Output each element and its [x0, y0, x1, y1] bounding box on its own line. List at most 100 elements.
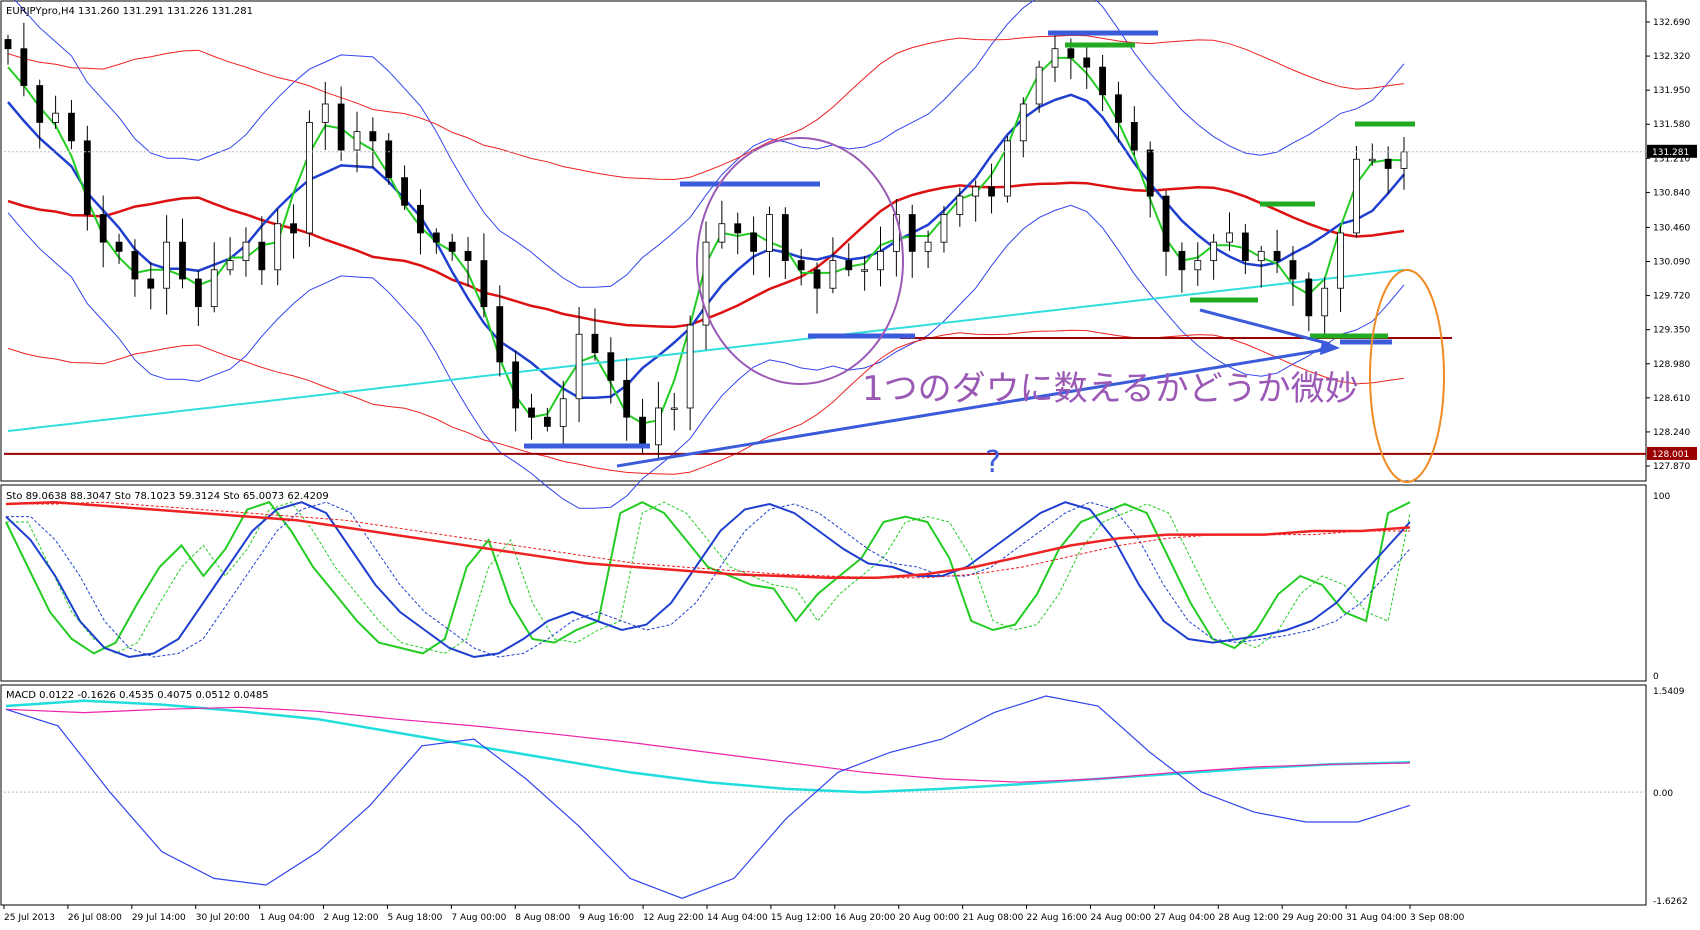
- candle-body: [1035, 66, 1043, 105]
- trend-arrow-line: [616, 346, 1336, 468]
- candle-body: [670, 407, 678, 410]
- ma-very-long-line: [7, 268, 1405, 432]
- candle-body: [1115, 94, 1122, 123]
- current-price-label: 131.281: [1652, 148, 1689, 158]
- candle-body: [480, 260, 488, 308]
- candle-body: [1194, 260, 1202, 271]
- candle-body: [623, 379, 631, 418]
- candle-body: [163, 241, 171, 289]
- annotation-japanese: 1つのダウに数えるかどうか微妙: [862, 369, 1359, 409]
- xtick-label: 21 Aug 08:00: [963, 913, 1024, 923]
- candle-body: [1241, 232, 1249, 261]
- candle-body: [1051, 48, 1059, 68]
- price-ytick-label: 131.950: [1653, 86, 1690, 96]
- highlight-ellipse-purple: [696, 137, 904, 385]
- stoch-series-line: [5, 500, 1411, 580]
- candle-body: [559, 398, 567, 427]
- candle-body: [353, 131, 361, 151]
- candle-body: [702, 241, 710, 326]
- candle-body: [1305, 278, 1313, 317]
- candle-body: [718, 223, 726, 243]
- candle-body: [385, 140, 393, 179]
- price-ytick-label: 130.090: [1653, 258, 1690, 268]
- candle-body: [274, 223, 282, 271]
- price-ytick-label: 128.980: [1653, 360, 1690, 370]
- stoch-panel-header: Sto 89.0638 88.3047 Sto 78.1023 59.3124 …: [6, 491, 329, 502]
- candle-body: [369, 131, 377, 142]
- candle-body: [1004, 140, 1011, 197]
- xtick-label: 27 Aug 04:00: [1154, 913, 1215, 923]
- candle-body: [99, 214, 107, 243]
- candle-body: [988, 186, 995, 197]
- stoch-signal-line: [6, 501, 1411, 658]
- candle-body: [321, 103, 329, 123]
- candle-body: [575, 333, 583, 400]
- stoch-signal-line: [6, 501, 1411, 654]
- candle-body: [1353, 158, 1360, 234]
- candle-body: [432, 232, 440, 243]
- candle-body: [877, 250, 884, 271]
- axes: 132.690 132.320 131.950 131.580 131.210 130.8…: [3, 18, 1697, 923]
- candle-body: [401, 177, 408, 206]
- xtick-label: 22 Aug 16:00: [1027, 913, 1088, 923]
- xtick-label: 3 Sep 08:00: [1410, 913, 1465, 923]
- candle-body: [179, 241, 186, 280]
- price-ytick-label: 129.720: [1653, 292, 1690, 302]
- candle-body: [797, 260, 805, 271]
- candle-body: [83, 140, 91, 215]
- price-ytick-label: 132.320: [1653, 52, 1690, 62]
- xtick-label: 16 Aug 20:00: [835, 913, 896, 923]
- candle-body: [337, 103, 345, 151]
- xtick-label: 15 Aug 12:00: [771, 913, 832, 923]
- candle-body: [4, 39, 12, 50]
- candle-body: [1162, 195, 1170, 252]
- candle-body: [1226, 232, 1233, 243]
- candle-body: [194, 278, 202, 308]
- candle-body: [956, 195, 964, 215]
- macd-series-line: [5, 699, 1411, 794]
- xtick-label: 12 Aug 22:00: [643, 913, 704, 923]
- upper-band-line: [14, 0, 1405, 288]
- stochastic-lines: [5, 500, 1411, 659]
- xtick-label: 14 Aug 04:00: [707, 913, 768, 923]
- xtick-label: 31 Aug 04:00: [1346, 913, 1407, 923]
- candle-body: [131, 250, 139, 280]
- candle-body: [813, 269, 821, 289]
- macd-series-line: [5, 695, 1411, 899]
- candle-body: [781, 214, 789, 261]
- candle-body: [1337, 232, 1344, 289]
- drawn-annotations: [524, 30, 1445, 483]
- candle-body: [1273, 250, 1281, 261]
- candle-body: [940, 214, 948, 243]
- price-ytick-label: 132.690: [1653, 18, 1690, 28]
- price-panel-header: EURJPYpro,H4 131.260 131.291 131.226 131…: [6, 6, 253, 17]
- xtick-label: 28 Aug 12:00: [1218, 913, 1279, 923]
- candle-body: [861, 269, 869, 272]
- candle-body: [591, 333, 599, 354]
- candle-body: [306, 122, 313, 234]
- level-label: 128.001: [1652, 450, 1689, 460]
- candle-body: [464, 250, 472, 261]
- candle-body: [1083, 57, 1091, 68]
- candle-body: [607, 352, 615, 381]
- outer-upper-band-line: [7, 34, 1405, 181]
- candle-body: [1019, 103, 1027, 142]
- xtick-label: 29 Aug 20:00: [1282, 913, 1343, 923]
- candle-body: [1321, 287, 1329, 317]
- candle-body: [290, 223, 297, 234]
- annotation-question: ?: [985, 445, 1001, 480]
- candle-body: [1146, 149, 1154, 197]
- candle-body: [528, 407, 535, 418]
- candle-body: [68, 112, 75, 142]
- candle-body: [924, 241, 932, 252]
- candle-body: [686, 324, 694, 409]
- price-ytick-label: 131.580: [1653, 120, 1690, 130]
- xtick-label: 29 Jul 14:00: [132, 913, 186, 923]
- candle-body: [1130, 122, 1138, 151]
- candle-body: [750, 232, 757, 252]
- candle-body: [448, 241, 456, 252]
- outer-lower-band-line: [7, 329, 1405, 475]
- price-ytick-label: 130.840: [1653, 188, 1690, 198]
- candle-body: [226, 260, 234, 271]
